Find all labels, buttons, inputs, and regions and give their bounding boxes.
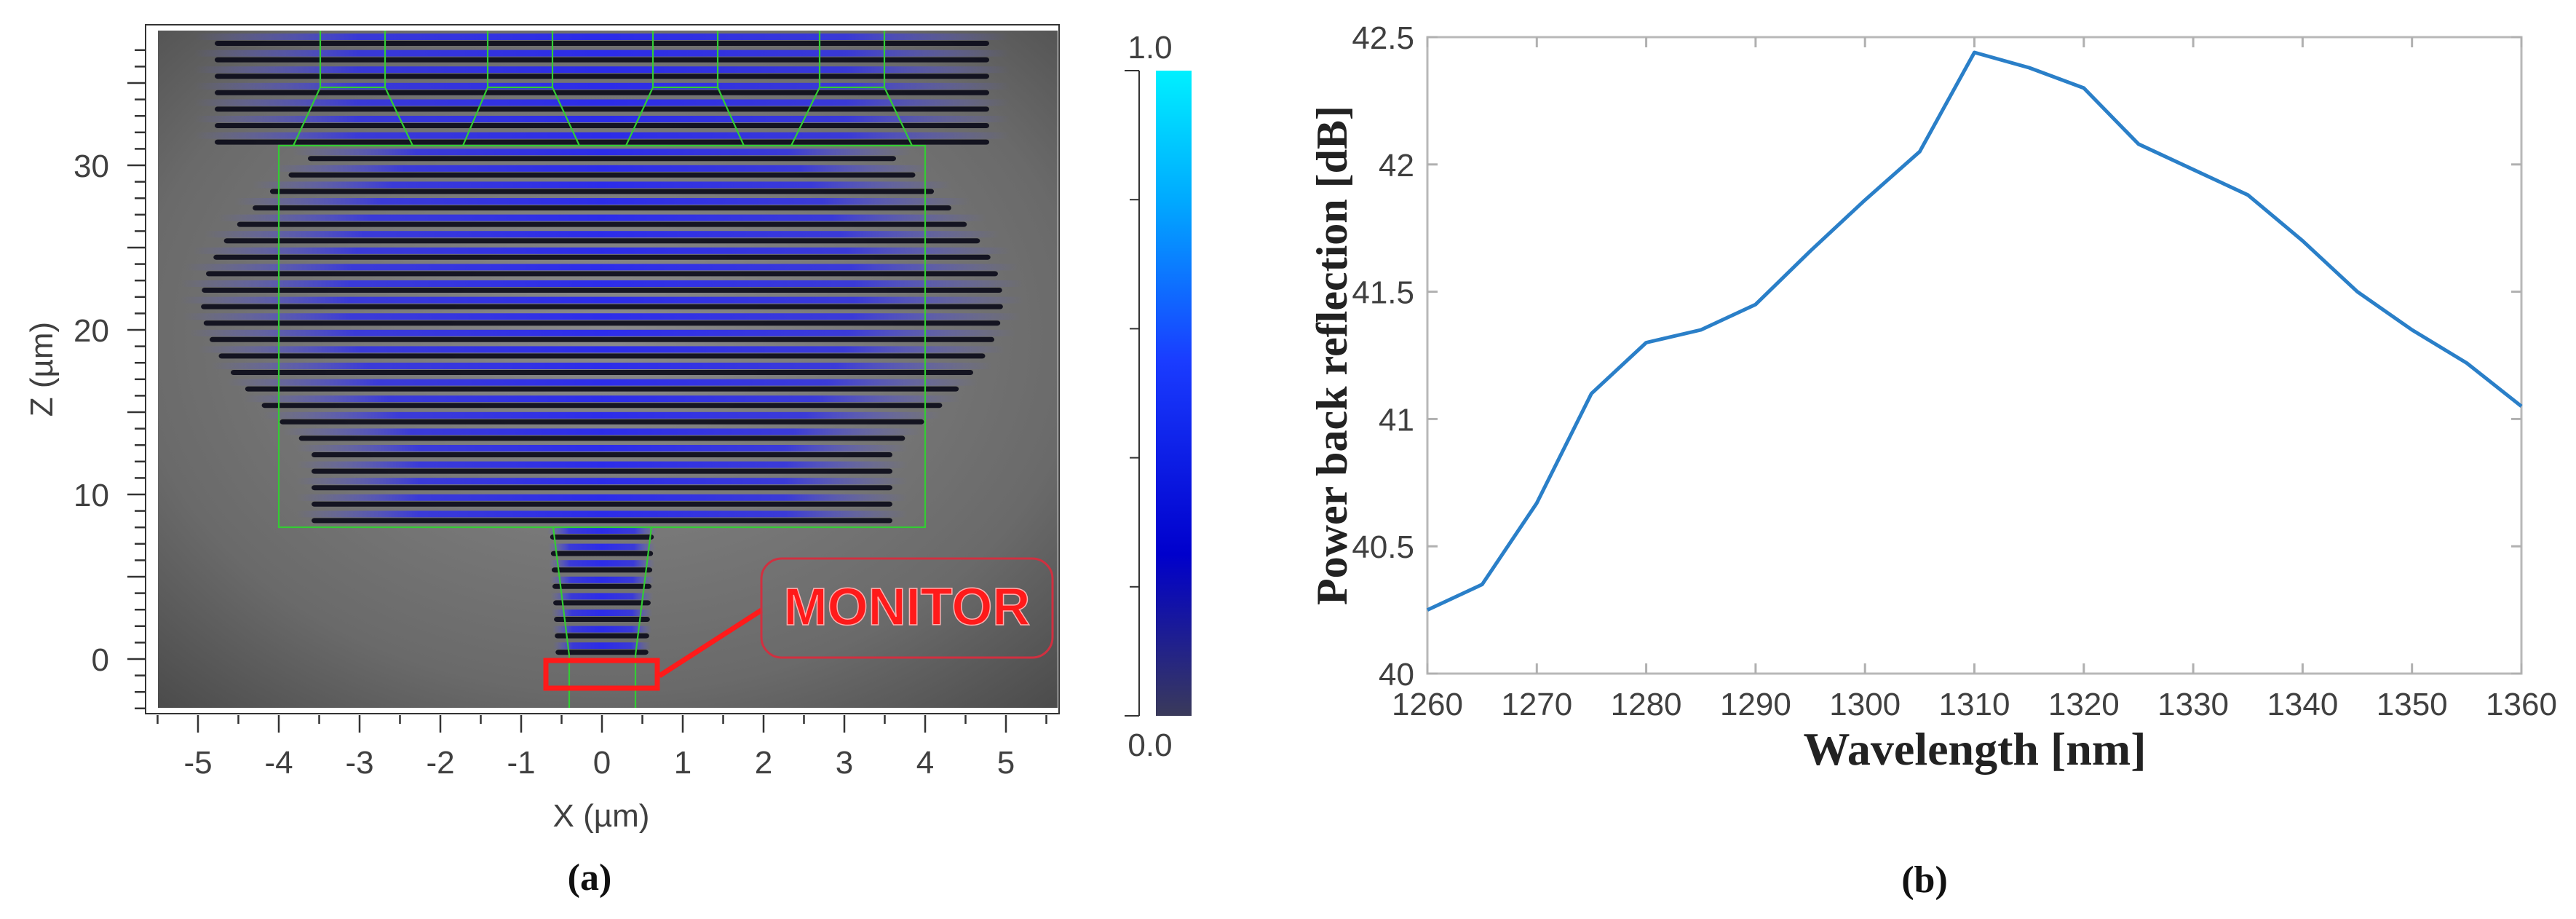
y-tick-label-b: 42 xyxy=(1379,148,1414,184)
y-tick-label-a: 30 xyxy=(74,149,109,184)
x-axis-label-b: Wavelength [nm] xyxy=(1803,723,2146,775)
caption-a: (a) xyxy=(568,857,612,899)
y-tick-label-a: 0 xyxy=(92,642,109,678)
colorbar: 1.0 0.0 xyxy=(1125,30,1192,763)
x-tick-label-b: 1330 xyxy=(2157,687,2229,722)
y-tick-label-a: 20 xyxy=(74,313,109,349)
y-tick-label-b: 41 xyxy=(1379,402,1414,438)
colorbar-gradient xyxy=(1156,71,1192,716)
plot-a-axes: -5 -4 -3 -2 -1 0 1 2 3 4 5 0 10 20 30 xyxy=(74,49,1047,781)
colorbar-min-label: 0.0 xyxy=(1128,727,1172,763)
x-tick-label-a: 1 xyxy=(674,745,691,781)
plot-b-axes: 1260 1270 1280 1290 1300 1310 1320 1330 1340 1350… xyxy=(1352,20,2557,722)
x-tick-label-a: -2 xyxy=(426,745,454,781)
field-fringes xyxy=(180,33,1024,655)
x-tick-label-b: 1280 xyxy=(1611,687,1682,722)
field-intensity-plot: MONITOR -5 -4 -3 -2 -1 0 1 2 3 4 5 0 10 20 30 X (µm) Z… xyxy=(24,24,1192,899)
x-tick-label-a: -1 xyxy=(507,745,535,781)
x-tick-label-a: 0 xyxy=(593,745,611,781)
x-tick-label-b: 1340 xyxy=(2267,687,2338,722)
x-tick-label-b: 1270 xyxy=(1501,687,1572,722)
y-tick-label-b: 40.5 xyxy=(1352,529,1414,565)
y-axis-label-a: Z (µm) xyxy=(24,322,60,417)
power-back-reflection-line xyxy=(1426,50,2523,612)
x-tick-label-a: -5 xyxy=(183,745,212,781)
mmi-structure-outline xyxy=(277,31,927,708)
monitor-box xyxy=(543,658,660,691)
x-tick-label-a: -4 xyxy=(264,745,293,781)
back-reflection-chart: 1260 1270 1280 1290 1300 1310 1320 1330 1340 1350… xyxy=(1308,20,2557,901)
x-tick-label-b: 1350 xyxy=(2377,687,2448,722)
x-axis-label-a: X (µm) xyxy=(553,798,650,834)
x-tick-label-b: 1290 xyxy=(1720,687,1791,722)
x-tick-label-a: 4 xyxy=(916,745,934,781)
monitor-label: MONITOR xyxy=(784,578,1031,636)
y-tick-label-b: 41.5 xyxy=(1352,275,1414,311)
monitor-label-box xyxy=(760,557,1054,659)
y-tick-label-b: 40 xyxy=(1379,657,1414,693)
plot-b-frame xyxy=(1426,36,2523,675)
y-axis-label-b: Power back reflection [dB] xyxy=(1308,106,1356,605)
x-tick-label-a: 3 xyxy=(836,745,853,781)
x-tick-label-a: 5 xyxy=(997,745,1015,781)
x-tick-label-b: 1320 xyxy=(2048,687,2120,722)
monitor-annotation: MONITOR xyxy=(543,557,1054,691)
x-tick-label-a: 2 xyxy=(755,745,772,781)
x-tick-label-a: -3 xyxy=(345,745,373,781)
x-tick-label-b: 1310 xyxy=(1939,687,2010,722)
x-tick-label-b: 1300 xyxy=(1829,687,1901,722)
caption-b: (b) xyxy=(1901,859,1948,901)
monitor-pointer-line xyxy=(658,608,763,678)
y-tick-label-a: 10 xyxy=(74,478,109,513)
y-tick-label-b: 42.5 xyxy=(1352,20,1414,56)
x-tick-label-b: 1360 xyxy=(2486,687,2557,722)
x-tick-label-b: 1260 xyxy=(1392,687,1463,722)
colorbar-max-label: 1.0 xyxy=(1128,30,1172,66)
